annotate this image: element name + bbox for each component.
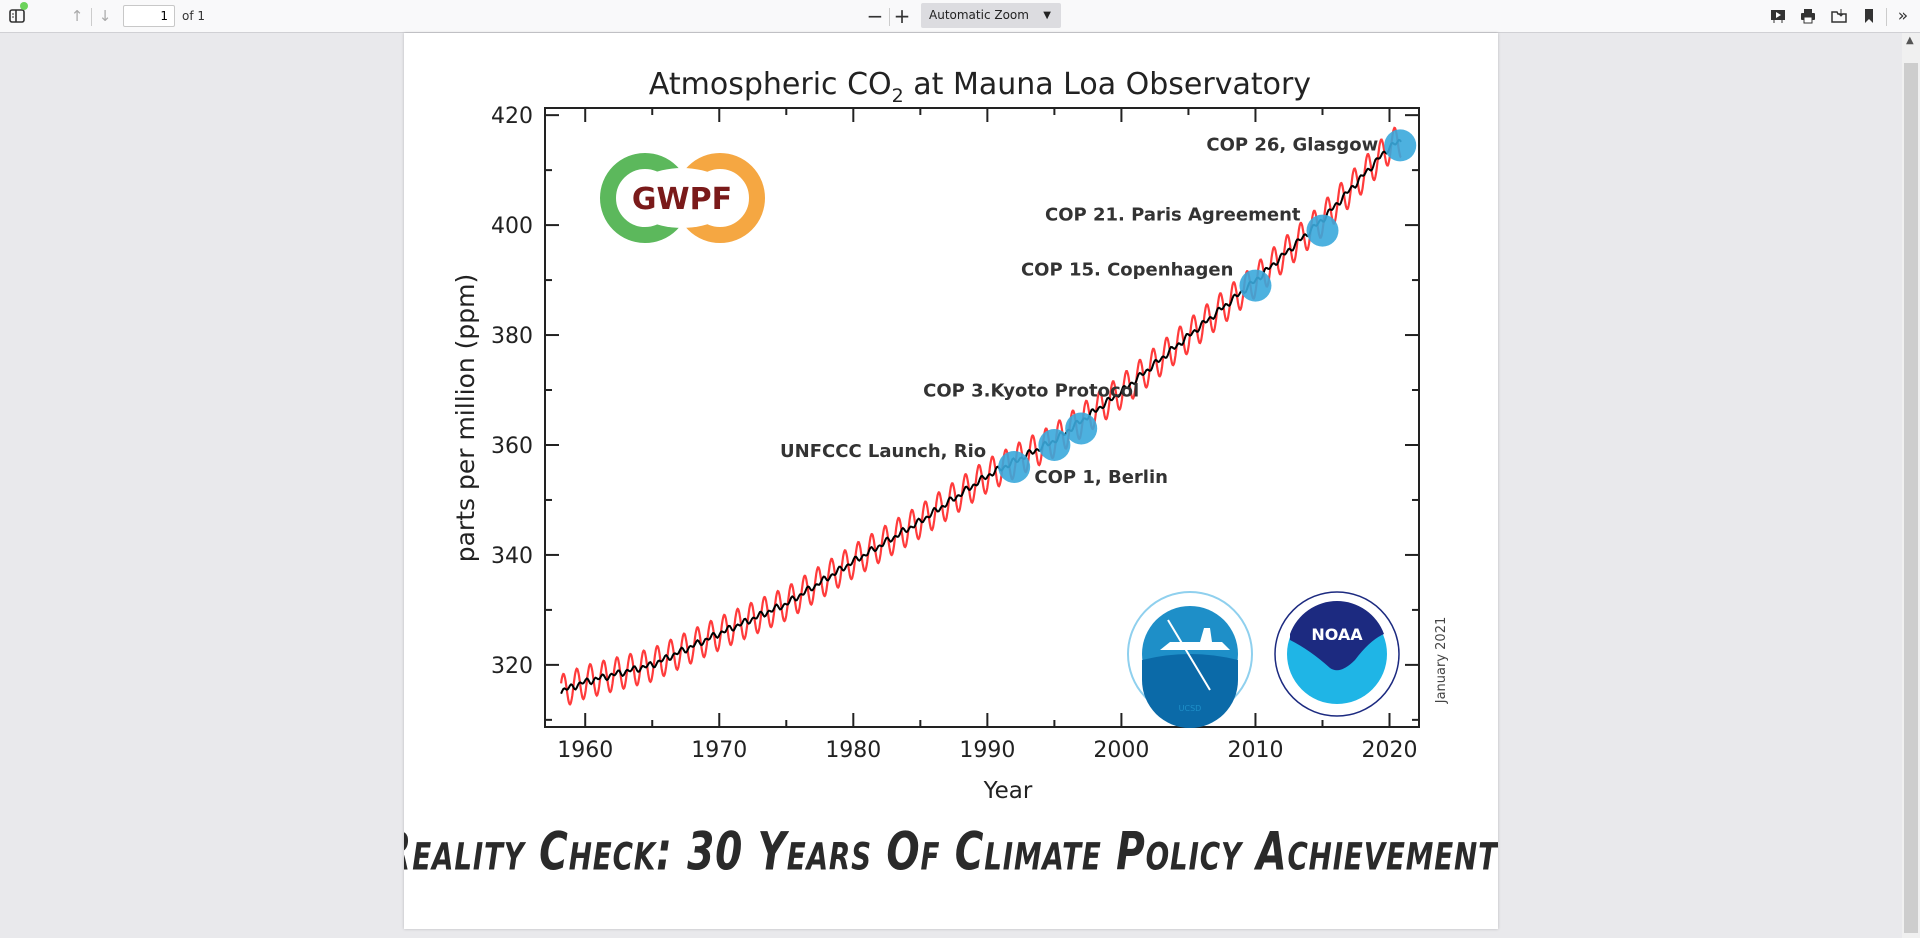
- cop-marker: [1306, 214, 1339, 247]
- cop-annotation-label: UNFCCC Launch, Rio: [780, 441, 986, 462]
- cop-annotation-label: COP 15. Copenhagen: [1021, 260, 1233, 281]
- cop-marker: [1038, 428, 1071, 461]
- chart-title: Atmospheric CO2 at Mauna Loa Observatory: [649, 67, 1311, 107]
- y-tick-label: 320: [491, 654, 533, 679]
- page-number-input[interactable]: 1: [123, 5, 175, 27]
- bookmark-button[interactable]: [1859, 6, 1879, 26]
- x-tick-label: 2010: [1227, 738, 1283, 763]
- page-count: of 1: [182, 9, 206, 23]
- gwpf-logo: GWPF: [600, 153, 765, 243]
- plot-frame: [544, 107, 1420, 728]
- download-button[interactable]: [1829, 6, 1849, 26]
- scripps-bottom-text: UCSD: [1179, 704, 1202, 713]
- cop-marker: [1239, 269, 1272, 302]
- date-note: January 2021: [1434, 617, 1449, 705]
- sidebar-toggle-icon: [9, 9, 25, 23]
- zoom-in-button[interactable]: +: [893, 4, 911, 28]
- y-tick-label: 360: [491, 434, 533, 459]
- cop-marker: [1384, 129, 1417, 162]
- presentation-icon: [1771, 10, 1785, 23]
- scrollbar-thumb[interactable]: [1904, 63, 1918, 933]
- scroll-up-icon[interactable]: ▲: [1906, 35, 1914, 46]
- sidebar-toggle-button[interactable]: [6, 2, 28, 26]
- previous-page-button[interactable]: ↑: [67, 6, 87, 26]
- next-page-button[interactable]: ↓: [95, 6, 115, 26]
- y-tick-label: 380: [491, 324, 533, 349]
- x-axis-label: Year: [983, 778, 1033, 804]
- y-axis-label: parts per million (ppm): [451, 274, 480, 563]
- arrow-down-icon: ↓: [98, 7, 112, 25]
- download-icon: [1831, 9, 1847, 23]
- notification-dot: [20, 2, 28, 10]
- scripps-logo: UCSD: [1127, 591, 1253, 728]
- zoom-select-value: Automatic Zoom: [929, 8, 1029, 22]
- zoom-select[interactable]: Automatic Zoom ▼: [921, 3, 1061, 28]
- caption: Reality Check: 30 Years Of Climate Polic…: [404, 820, 1498, 881]
- x-tick-label: 2000: [1093, 738, 1149, 763]
- print-button[interactable]: [1798, 6, 1818, 26]
- cop-marker: [998, 450, 1031, 483]
- cop-annotation-label: COP 26, Glasgow: [1206, 134, 1378, 155]
- double-chevron-right-icon: »: [1897, 6, 1909, 26]
- pdf-page: Atmospheric CO2 at Mauna Loa Observatory…: [404, 33, 1498, 929]
- x-tick-label: 2020: [1362, 738, 1418, 763]
- bookmark-icon: [1865, 9, 1873, 23]
- cop-annotation-label: COP 21. Paris Agreement: [1045, 205, 1301, 226]
- tools-menu-button[interactable]: »: [1893, 6, 1913, 26]
- arrow-up-icon: ↑: [70, 7, 84, 25]
- y-tick-label: 340: [491, 544, 533, 569]
- y-tick-label: 420: [491, 104, 533, 129]
- co2-chart: Atmospheric CO2 at Mauna Loa Observatory…: [404, 67, 1498, 882]
- cop-marker: [1065, 412, 1098, 445]
- gwpf-logo-text: GWPF: [632, 182, 732, 217]
- x-tick-label: 1960: [557, 738, 613, 763]
- zoom-out-button[interactable]: −: [866, 4, 884, 28]
- noaa-logo: NOAA: [1274, 591, 1400, 717]
- y-tick-label: 400: [491, 214, 533, 239]
- x-tick-label: 1990: [959, 738, 1015, 763]
- cop-annotation-label: COP 1, Berlin: [1034, 467, 1168, 488]
- pdf-toolbar: ↑ ↓ 1 of 1 − + Automatic Zoom ▼ »: [0, 0, 1920, 33]
- presentation-mode-button[interactable]: [1768, 6, 1788, 26]
- x-tick-label: 1980: [825, 738, 881, 763]
- noaa-logo-text: NOAA: [1311, 625, 1363, 644]
- chevron-down-icon: ▼: [1043, 10, 1051, 21]
- cop-annotation-label: COP 3.Kyoto Protocol: [923, 380, 1139, 401]
- x-tick-label: 1970: [691, 738, 747, 763]
- print-icon: [1801, 9, 1815, 24]
